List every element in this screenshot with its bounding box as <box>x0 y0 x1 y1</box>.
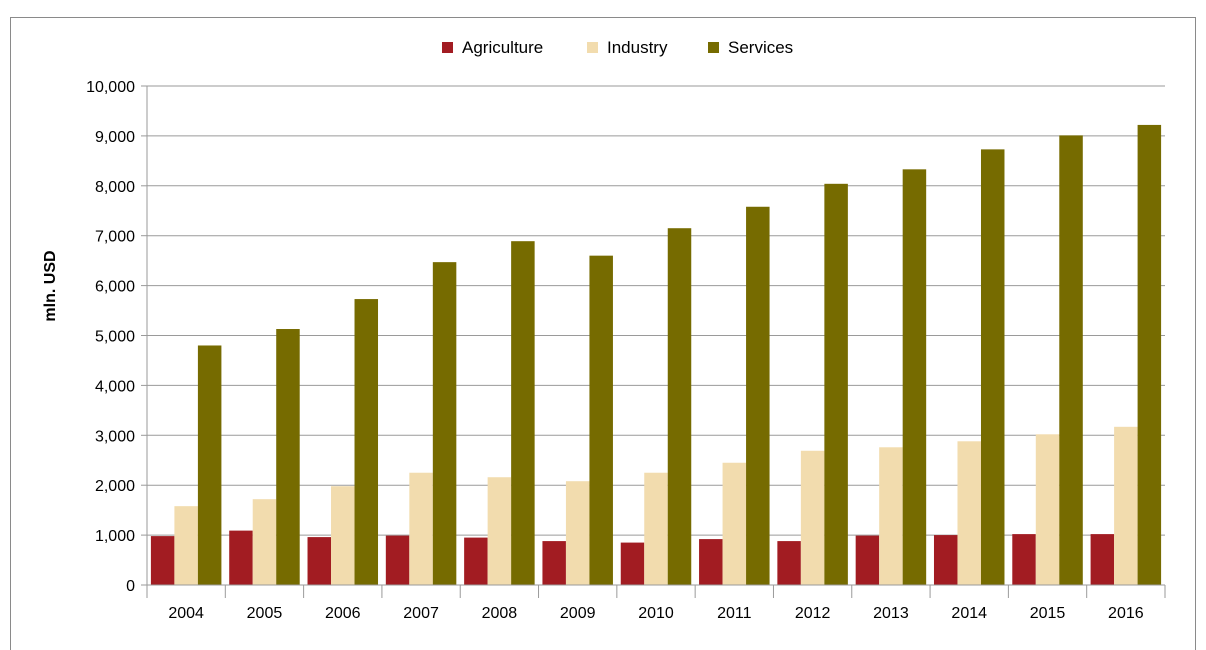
gridlines <box>147 85 1165 536</box>
y-tick-label: 6,000 <box>95 279 135 296</box>
bar-industry-2007 <box>409 472 433 585</box>
legend-label-services: Services <box>728 38 793 57</box>
bar-agriculture-2010 <box>620 542 645 585</box>
y-tick-label: 8,000 <box>95 179 135 196</box>
x-axis-ticks: 2004 2005 2006 2007 2008 2009 2010 2011 2012 2013… <box>146 585 1166 622</box>
bar-industry-2008 <box>487 477 512 585</box>
y-tick-label: 2,000 <box>95 478 135 495</box>
bar-industry-2015 <box>1035 434 1060 585</box>
y-tick-label: 5,000 <box>95 329 135 346</box>
bar-agriculture-2005 <box>229 530 253 585</box>
bar-agriculture-2015 <box>1012 534 1036 585</box>
legend: Agriculture Industry Services <box>442 38 793 57</box>
bar-services-2007 <box>432 262 457 585</box>
bar-industry-2012 <box>800 450 825 585</box>
legend-swatch-services <box>708 42 719 53</box>
legend-swatch-agriculture <box>442 42 453 53</box>
bar-agriculture-2014 <box>933 535 958 585</box>
y-tick-label: 3,000 <box>95 428 135 445</box>
bar-industry-2009 <box>565 481 590 585</box>
x-tick-label: 2010 <box>638 605 674 622</box>
x-tick-label: 2013 <box>873 605 909 622</box>
bar-services-2014 <box>980 149 1005 586</box>
y-axis-title: mln. USD <box>42 250 59 321</box>
bar-agriculture-2008 <box>464 537 488 585</box>
legend-label-agriculture: Agriculture <box>462 38 543 57</box>
bar-industry-2013 <box>879 447 903 585</box>
bar-services-2012 <box>824 183 848 585</box>
y-tick-label: 10,000 <box>86 79 135 96</box>
bar-services-2011 <box>746 206 770 585</box>
bar-industry-2011 <box>722 462 747 585</box>
y-tick-label: 1,000 <box>95 528 135 545</box>
x-tick-label: 2007 <box>403 605 439 622</box>
x-tick-label: 2011 <box>717 605 752 622</box>
y-axis-ticks: 0 1,000 2,000 3,000 4,000 5,000 6,000 7,000 8,00… <box>86 79 147 595</box>
bar-agriculture-2016 <box>1090 534 1115 585</box>
bar-industry-2006 <box>331 486 355 585</box>
x-tick-label: 2016 <box>1108 605 1144 622</box>
x-tick-label: 2005 <box>247 605 283 622</box>
x-tick-label: 2014 <box>951 605 987 622</box>
bar-services-2016 <box>1137 124 1162 585</box>
bar-agriculture-2013 <box>855 535 880 585</box>
bar-services-2004 <box>197 345 222 585</box>
bar-agriculture-2006 <box>307 537 332 585</box>
bar-services-2010 <box>667 228 692 585</box>
chart-frame <box>10 17 1196 650</box>
bar-services-2015 <box>1059 135 1083 585</box>
bar-agriculture-2011 <box>699 539 723 585</box>
bar-services-2005 <box>276 329 300 585</box>
bar-services-2006 <box>354 299 379 585</box>
bar-agriculture-2009 <box>542 541 566 585</box>
bar-agriculture-2004 <box>150 536 175 585</box>
x-tick-label: 2006 <box>325 605 361 622</box>
bar-agriculture-2012 <box>777 541 801 585</box>
x-tick-label: 2009 <box>560 605 596 622</box>
y-tick-label: 0 <box>126 578 135 595</box>
x-tick-label: 2004 <box>168 605 204 622</box>
bar-agriculture-2007 <box>385 535 410 585</box>
x-axis <box>146 86 1165 598</box>
legend-label-industry: Industry <box>607 38 668 57</box>
bar-services-2008 <box>511 241 535 585</box>
bar-industry-2005 <box>252 499 277 585</box>
bar-industry-2014 <box>957 441 981 585</box>
x-tick-label: 2012 <box>795 605 831 622</box>
x-tick-label: 2008 <box>482 605 518 622</box>
y-tick-label: 9,000 <box>95 129 135 146</box>
y-tick-label: 4,000 <box>95 378 135 395</box>
legend-swatch-industry <box>587 42 598 53</box>
bar-services-2009 <box>589 255 613 585</box>
bar-industry-2004 <box>174 506 198 585</box>
bar-services-2013 <box>902 169 927 585</box>
bar-industry-2016 <box>1114 426 1138 585</box>
x-tick-label: 2015 <box>1030 605 1066 622</box>
bar-industry-2010 <box>644 472 668 585</box>
bars <box>150 124 1162 586</box>
y-tick-label: 7,000 <box>95 229 135 246</box>
